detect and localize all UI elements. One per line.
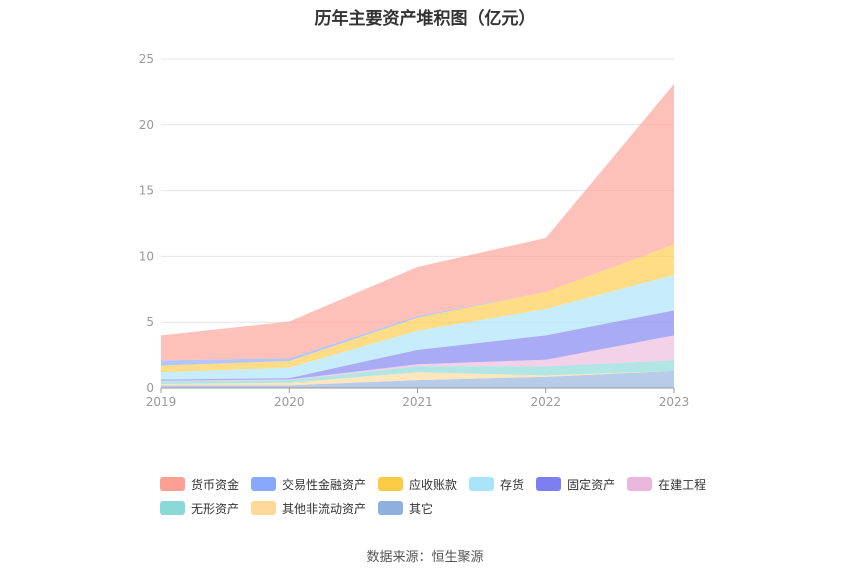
x-tick-label: 2021: [402, 395, 433, 409]
legend-swatch: [251, 477, 277, 491]
y-tick-label: 15: [139, 184, 154, 198]
axes: 0 5 10 15 20 25 2019 2020 2021 2022 2023: [139, 52, 690, 409]
legend-label: 在建工程: [658, 477, 707, 492]
x-tick-label: 2023: [659, 395, 690, 409]
legend-row: 无形资产 其他非流动资产 其它: [160, 496, 720, 520]
stacked-area-chart: 0 5 10 15 20 25 2019 2020 2021 2022 2023: [139, 52, 690, 409]
legend-swatch: [378, 477, 404, 491]
legend-swatch: [378, 501, 404, 515]
legend: 货币资金 交易性金融资产 应收账款 存货 固定资产 在建工程 无形资产 其他非流动资产 其它: [160, 472, 720, 520]
legend-item[interactable]: 无形资产: [160, 500, 239, 517]
y-tick-label: 0: [146, 381, 154, 395]
y-tick-label: 25: [139, 52, 154, 66]
legend-item[interactable]: 固定资产: [536, 476, 615, 493]
area-在建工程: [161, 335, 674, 382]
legend-item[interactable]: 交易性金融资产: [251, 476, 366, 493]
legend-label: 货币资金: [191, 477, 240, 492]
legend-item[interactable]: 存货: [469, 476, 524, 493]
legend-label: 固定资产: [567, 477, 616, 492]
legend-label: 其它: [409, 501, 434, 516]
x-tick-label: 2020: [274, 395, 305, 409]
legend-swatch: [627, 477, 653, 491]
chart-title: 历年主要资产堆积图（亿元）: [314, 9, 536, 29]
legend-item[interactable]: 其它: [378, 500, 433, 517]
area-series: [161, 84, 674, 388]
legend-swatch: [251, 501, 277, 515]
legend-row: 货币资金 交易性金融资产 应收账款 存货 固定资产 在建工程: [160, 472, 720, 496]
data-source: 数据来源：恒生聚源: [366, 550, 484, 565]
x-tick-label: 2022: [530, 395, 561, 409]
legend-label: 其他非流动资产: [282, 501, 367, 516]
x-tick-label: 2019: [146, 395, 177, 409]
area-存货: [161, 274, 674, 380]
area-其他非流动资产: [161, 370, 674, 386]
y-tick-label: 5: [146, 315, 154, 329]
legend-item[interactable]: 货币资金: [160, 476, 239, 493]
area-货币资金: [161, 84, 674, 361]
legend-label: 无形资产: [191, 501, 240, 516]
legend-item[interactable]: 在建工程: [627, 476, 706, 493]
legend-label: 应收账款: [409, 477, 458, 492]
legend-item[interactable]: 其他非流动资产: [251, 500, 366, 517]
area-固定资产: [161, 310, 674, 381]
legend-item[interactable]: 应收账款: [378, 476, 457, 493]
legend-swatch: [469, 477, 495, 491]
legend-label: 交易性金融资产: [282, 477, 367, 492]
legend-swatch: [160, 501, 185, 515]
legend-swatch: [536, 477, 562, 491]
y-tick-label: 10: [139, 249, 154, 263]
legend-label: 存货: [500, 477, 525, 492]
area-其它: [161, 370, 674, 388]
y-tick-label: 20: [139, 118, 154, 132]
legend-swatch: [160, 477, 185, 491]
